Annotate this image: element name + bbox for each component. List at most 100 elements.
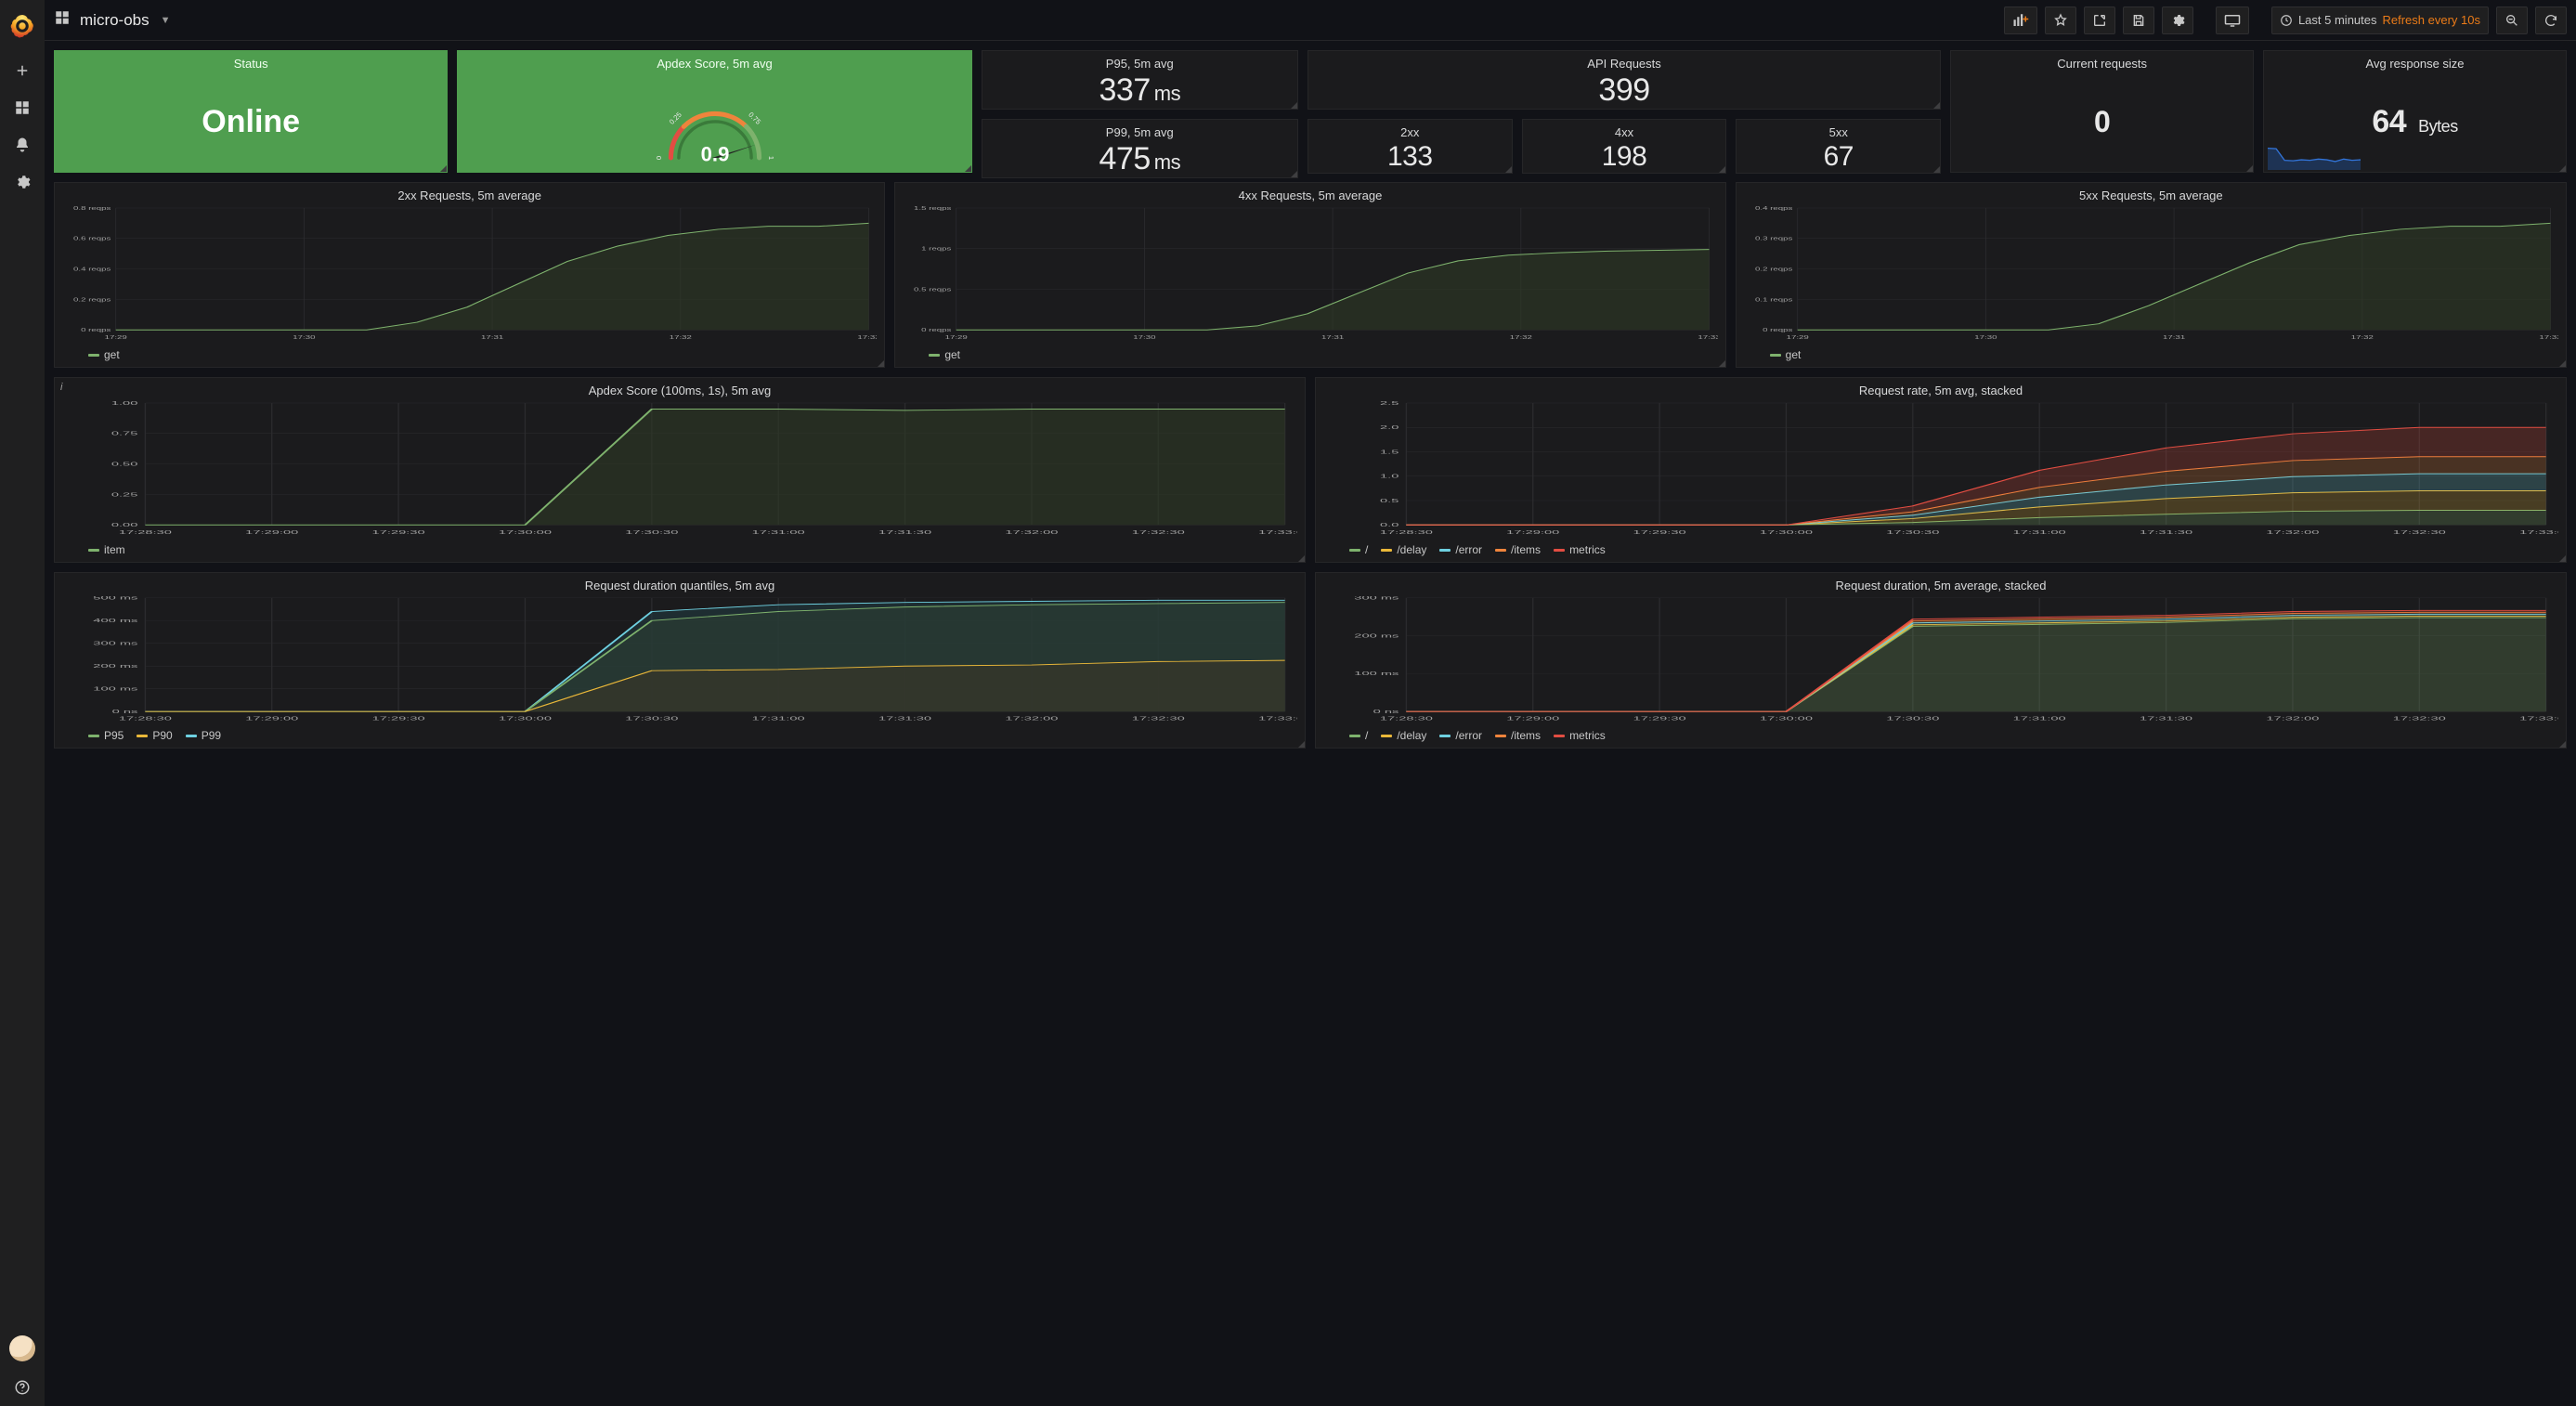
panel-chart[interactable]: 4xx Requests, 5m average0 reqps0.5 reqps… (894, 182, 1725, 368)
resize-handle[interactable] (1291, 102, 1297, 109)
svg-text:17:32: 17:32 (670, 334, 692, 340)
svg-text:2.0: 2.0 (1380, 425, 1399, 431)
user-avatar[interactable] (9, 1335, 35, 1361)
legend-item[interactable]: P99 (186, 729, 221, 742)
panel-5xx[interactable]: 5xx 67 (1736, 119, 1941, 174)
legend-item[interactable]: item (88, 543, 125, 556)
legend-item[interactable]: get (929, 348, 960, 361)
legend-item[interactable]: /delay (1381, 543, 1426, 556)
resize-handle[interactable] (440, 165, 447, 172)
panel-4xx[interactable]: 4xx 198 (1522, 119, 1727, 174)
svg-text:17:32:00: 17:32:00 (2266, 530, 2319, 536)
info-icon[interactable]: i (60, 382, 68, 393)
resize-handle[interactable] (965, 165, 971, 172)
svg-text:0 reqps: 0 reqps (921, 327, 951, 332)
settings-button[interactable] (2162, 7, 2193, 34)
resize-handle[interactable] (2559, 360, 2566, 367)
resize-handle[interactable] (1933, 166, 1940, 173)
chevron-down-icon: ▼ (161, 15, 171, 26)
sparkline (2268, 146, 2361, 170)
share-button[interactable] (2084, 7, 2115, 34)
legend-item[interactable]: metrics (1554, 543, 1606, 556)
legend-item[interactable]: /delay (1381, 729, 1426, 742)
svg-text:17:32:30: 17:32:30 (1132, 530, 1185, 536)
legend-item[interactable]: /error (1439, 543, 1482, 556)
stat-value: 475 (1099, 141, 1151, 176)
panel-api-requests[interactable]: API Requests 399 (1308, 50, 1941, 110)
svg-text:17:31:00: 17:31:00 (2013, 716, 2066, 721)
panel-current-requests[interactable]: Current requests 0 (1950, 50, 2254, 173)
dashboard-title-picker[interactable]: micro-obs ▼ (54, 9, 171, 31)
panel-p99[interactable]: P99, 5m avg 475ms (982, 119, 1298, 178)
resize-handle[interactable] (1298, 555, 1305, 562)
stat-value: 0 (2094, 105, 2110, 139)
svg-text:0 reqps: 0 reqps (81, 327, 111, 332)
legend-item[interactable]: P90 (137, 729, 172, 742)
svg-text:17:29: 17:29 (945, 334, 968, 340)
resize-handle[interactable] (2559, 555, 2566, 562)
svg-text:17:30:00: 17:30:00 (499, 530, 552, 536)
resize-handle[interactable] (1291, 171, 1297, 177)
panel-p95[interactable]: P95, 5m avg 337ms (982, 50, 1298, 110)
time-range-picker[interactable]: Last 5 minutes Refresh every 10s (2271, 7, 2489, 34)
configuration-icon[interactable] (0, 163, 45, 201)
resize-handle[interactable] (1719, 166, 1725, 173)
legend-item[interactable]: /error (1439, 729, 1482, 742)
panel-title: 2xx (1308, 120, 1512, 141)
legend-item[interactable]: metrics (1554, 729, 1606, 742)
svg-text:17:32:00: 17:32:00 (2266, 716, 2319, 721)
svg-text:0.25: 0.25 (111, 492, 138, 498)
legend-item[interactable]: get (1770, 348, 1802, 361)
zoom-out-button[interactable] (2496, 7, 2528, 34)
svg-text:17:33: 17:33 (857, 334, 877, 340)
legend-item[interactable]: get (88, 348, 120, 361)
panel-chart[interactable]: Request rate, 5m avg, stacked0.00.51.01.… (1315, 377, 2567, 563)
panel-title: 4xx (1523, 120, 1726, 141)
legend-item[interactable]: /items (1495, 543, 1541, 556)
star-button[interactable] (2045, 7, 2076, 34)
panel-chart[interactable]: Request duration, 5m average, stacked0 n… (1315, 572, 2567, 749)
resize-handle[interactable] (2559, 165, 2566, 172)
svg-text:17:31:30: 17:31:30 (878, 716, 931, 721)
legend-item[interactable]: / (1349, 543, 1368, 556)
refresh-button[interactable] (2535, 7, 2567, 34)
panel-title: Request duration, 5m average, stacked (1316, 573, 2566, 594)
legend-item[interactable]: /items (1495, 729, 1541, 742)
save-button[interactable] (2123, 7, 2154, 34)
create-icon[interactable] (0, 52, 45, 89)
panel-status[interactable]: Status Online (54, 50, 448, 173)
panel-chart[interactable]: Request duration quantiles, 5m avg0 ns10… (54, 572, 1306, 749)
resize-handle[interactable] (1298, 741, 1305, 748)
svg-text:0.9: 0.9 (700, 142, 729, 165)
resize-handle[interactable] (1719, 360, 1725, 367)
svg-text:1.5 reqps: 1.5 reqps (914, 206, 951, 211)
panel-chart[interactable]: Apdex Score (100ms, 1s), 5m avgi0.000.25… (54, 377, 1306, 563)
panel-2xx[interactable]: 2xx 133 (1308, 119, 1513, 174)
alerting-icon[interactable] (0, 126, 45, 163)
svg-text:100 ms: 100 ms (1354, 671, 1399, 676)
resize-handle[interactable] (1933, 102, 1940, 109)
svg-text:17:30:30: 17:30:30 (1886, 530, 1939, 536)
apdex-gauge: 00.250.7510.9 (636, 79, 794, 166)
grafana-logo[interactable] (9, 13, 35, 39)
resize-handle[interactable] (878, 360, 884, 367)
stat-value: 67 (1824, 141, 1854, 173)
panel-title: Apdex Score, 5m avg (458, 51, 970, 72)
panel-title: Apdex Score (100ms, 1s), 5m avg (55, 378, 1305, 399)
resize-handle[interactable] (2559, 741, 2566, 748)
add-panel-button[interactable] (2004, 7, 2037, 34)
panel-apdex-gauge[interactable]: Apdex Score, 5m avg 00.250.7510.9 (457, 50, 971, 173)
help-icon[interactable] (0, 1369, 45, 1406)
panel-chart[interactable]: 5xx Requests, 5m average0 reqps0.1 reqps… (1736, 182, 2567, 368)
svg-text:17:29:00: 17:29:00 (245, 530, 298, 536)
dashboards-icon[interactable] (0, 89, 45, 126)
resize-handle[interactable] (1505, 166, 1512, 173)
svg-text:17:32: 17:32 (1510, 334, 1532, 340)
cycle-view-button[interactable] (2216, 7, 2249, 34)
panel-chart[interactable]: 2xx Requests, 5m average0 reqps0.2 reqps… (54, 182, 885, 368)
legend-item[interactable]: P95 (88, 729, 124, 742)
chart-legend: P95 P90 P99 (59, 723, 1297, 744)
resize-handle[interactable] (2246, 165, 2253, 172)
legend-item[interactable]: / (1349, 729, 1368, 742)
panel-avg-response-size[interactable]: Avg response size 64 Bytes (2263, 50, 2567, 173)
